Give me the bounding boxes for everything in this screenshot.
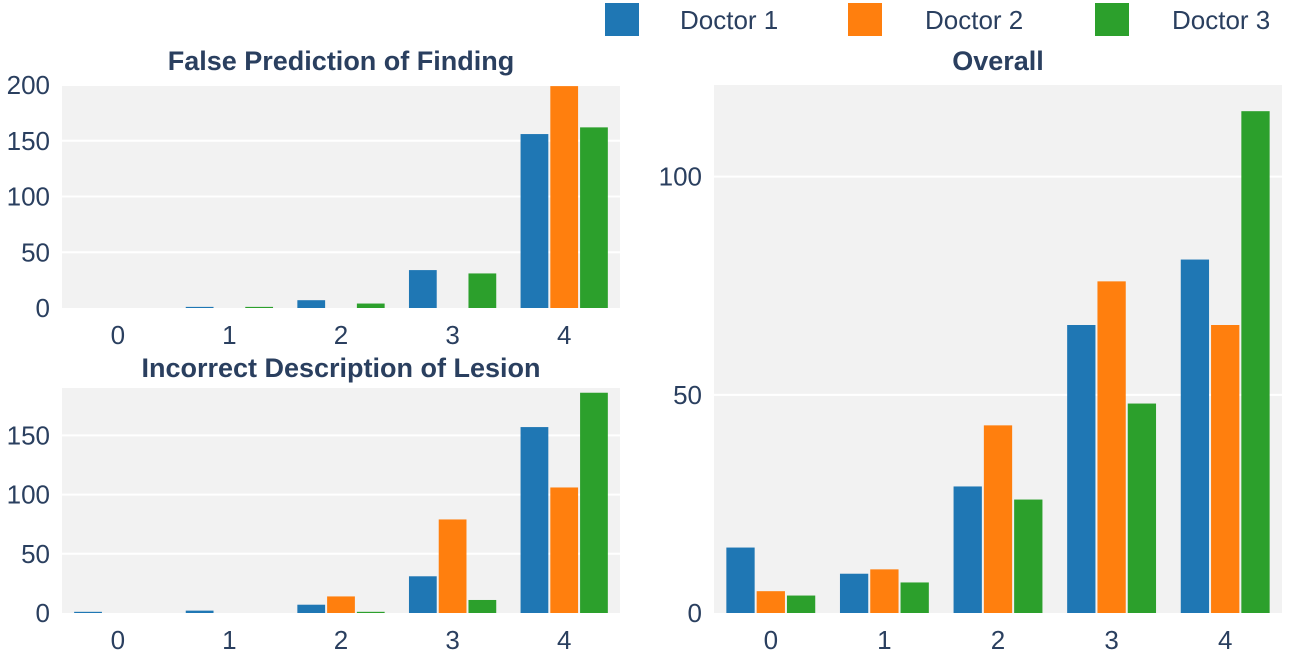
bar-doctor-1-cat-4[interactable] [520,427,549,613]
y-tick-label: 150 [7,420,50,450]
y-tick-label: 100 [7,182,50,212]
bar-doctor-3-cat-3[interactable] [1127,403,1157,613]
x-tick-label: 4 [1218,625,1232,655]
bar-doctor-1-cat-1[interactable] [185,610,214,613]
bar-doctor-1-cat-1[interactable] [185,306,214,308]
x-tick-label: 0 [111,625,125,655]
x-tick-label: 0 [111,320,125,350]
bar-doctor-1-cat-4[interactable] [520,134,549,308]
y-tick-label: 50 [673,380,702,410]
bar-doctor-3-cat-3[interactable] [468,599,497,613]
x-tick-label: 2 [991,625,1005,655]
bar-doctor-2-cat-3[interactable] [438,519,467,613]
y-tick-label: 200 [7,70,50,100]
chart-title: Overall [952,46,1044,76]
y-tick-label: 0 [688,598,702,628]
bar-doctor-1-cat-2[interactable] [297,300,326,308]
bar-doctor-1-cat-1[interactable] [839,573,869,613]
bar-doctor-1-cat-2[interactable] [953,486,982,613]
bar-doctor-2-cat-3[interactable] [1097,281,1126,613]
x-tick-label: 1 [877,625,891,655]
panel-false-prediction-of-finding: 0 50 100 150 200 0 1 2 3 4 False Prediction of Fin… [7,46,620,350]
chart-title: False Prediction of Finding [168,46,515,76]
panel-overall: 0 50 100 0 1 2 3 4 Overall [659,46,1282,655]
y-tick-label: 100 [659,162,702,192]
bar-doctor-1-cat-3[interactable] [408,270,437,308]
bar-doctor-2-cat-4[interactable] [1211,325,1240,613]
x-tick-label: 1 [222,625,236,655]
bar-doctor-2-cat-1[interactable] [870,569,899,613]
x-tick-label: 3 [445,320,459,350]
y-tick-label: 100 [7,480,50,510]
x-tick-label: 4 [557,320,571,350]
x-tick-label: 4 [557,625,571,655]
chart-title: Incorrect Description of Lesion [141,353,540,383]
x-tick-label: 3 [445,625,459,655]
legend-swatch-doctor-3[interactable] [1095,3,1129,36]
bar-doctor-3-cat-1[interactable] [245,306,274,308]
bar-doctor-3-cat-3[interactable] [468,273,497,308]
bar-doctor-3-cat-2[interactable] [1014,499,1043,613]
legend-swatch-doctor-2[interactable] [848,3,882,36]
bar-doctor-3-cat-1[interactable] [900,582,929,613]
bar-doctor-1-cat-2[interactable] [297,604,326,613]
panel-incorrect-description-of-lesion: 0 50 100 150 0 1 2 3 4 Incorrect Description of L… [7,353,620,655]
bar-doctor-1-cat-3[interactable] [408,576,437,613]
bar-doctor-3-cat-2[interactable] [356,303,385,308]
bar-doctor-2-cat-2[interactable] [327,596,355,613]
y-tick-label: 0 [36,598,50,628]
bar-doctor-2-cat-4[interactable] [550,487,579,613]
bar-doctor-3-cat-2[interactable] [356,611,385,613]
legend-label-doctor-2[interactable]: Doctor 2 [925,5,1023,35]
bar-doctor-1-cat-0[interactable] [74,611,102,613]
x-tick-label: 3 [1104,625,1118,655]
y-tick-label: 50 [21,237,50,267]
legend-swatch-doctor-1[interactable] [605,3,639,36]
bar-doctor-3-cat-4[interactable] [1241,111,1270,613]
bar-doctor-1-cat-3[interactable] [1067,325,1096,613]
y-tick-label: 50 [21,539,50,569]
bar-doctor-2-cat-4[interactable] [550,86,579,309]
x-tick-label: 2 [334,320,348,350]
x-tick-label: 2 [334,625,348,655]
y-tick-label: 0 [36,293,50,323]
bar-doctor-3-cat-4[interactable] [580,127,608,309]
bar-doctor-3-cat-4[interactable] [580,392,608,613]
bar-doctor-2-cat-0[interactable] [756,591,785,613]
x-tick-label: 0 [764,625,778,655]
y-tick-label: 150 [7,126,50,156]
x-tick-label: 1 [222,320,236,350]
bar-doctor-2-cat-2[interactable] [983,425,1013,613]
legend-label-doctor-1[interactable]: Doctor 1 [680,5,778,35]
bar-doctor-1-cat-4[interactable] [1180,259,1210,613]
legend-label-doctor-3[interactable]: Doctor 3 [1172,5,1270,35]
legend[interactable]: Doctor 1 Doctor 2 Doctor 3 [605,3,1270,36]
bar-doctor-1-cat-0[interactable] [726,547,755,613]
bar-doctor-3-cat-0[interactable] [786,595,816,613]
